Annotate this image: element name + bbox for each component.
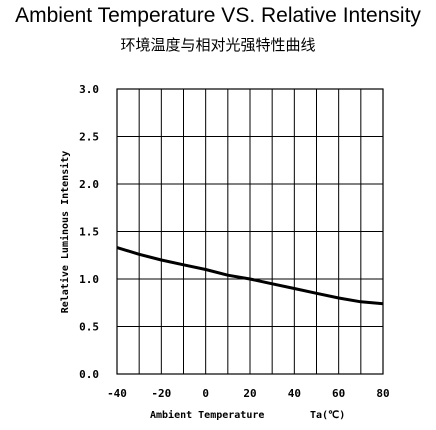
chart-title: Ambient Temperature VS. Relative Intensi… (15, 4, 421, 27)
x-axis-unit: Ta(℃) (310, 410, 345, 421)
x-tick-label: 0 (202, 387, 209, 400)
grid (117, 89, 383, 374)
y-tick-labels: 0.0 0.5 1.0 1.5 2.0 2.5 3.0 (79, 83, 99, 381)
x-tick-label: 80 (376, 387, 389, 400)
series-line (116, 246, 384, 306)
y-tick-label: 2.5 (79, 131, 99, 144)
y-axis-label: Relative Luminous Intensity (59, 151, 71, 314)
y-tick-label: 0.5 (79, 321, 99, 334)
y-tick-label: 3.0 (79, 83, 99, 96)
x-tick-label: 40 (288, 387, 301, 400)
chart-subtitle: 环境温度与相对光强特性曲线 (120, 36, 316, 54)
x-tick-labels: -40 -20 0 20 40 60 80 (107, 387, 390, 400)
y-tick-label: 0.0 (79, 368, 99, 381)
x-tick-label: 20 (243, 387, 256, 400)
y-tick-label: 1.5 (79, 226, 99, 239)
x-tick-label: 60 (332, 387, 345, 400)
plot-frame (116, 88, 384, 375)
series-layer (116, 246, 384, 306)
y-tick-label: 1.0 (79, 273, 99, 286)
x-tick-label: -20 (151, 387, 171, 400)
x-axis-label: Ambient Temperature (150, 409, 264, 421)
y-tick-label: 2.0 (79, 178, 99, 191)
x-tick-label: -40 (107, 387, 127, 400)
